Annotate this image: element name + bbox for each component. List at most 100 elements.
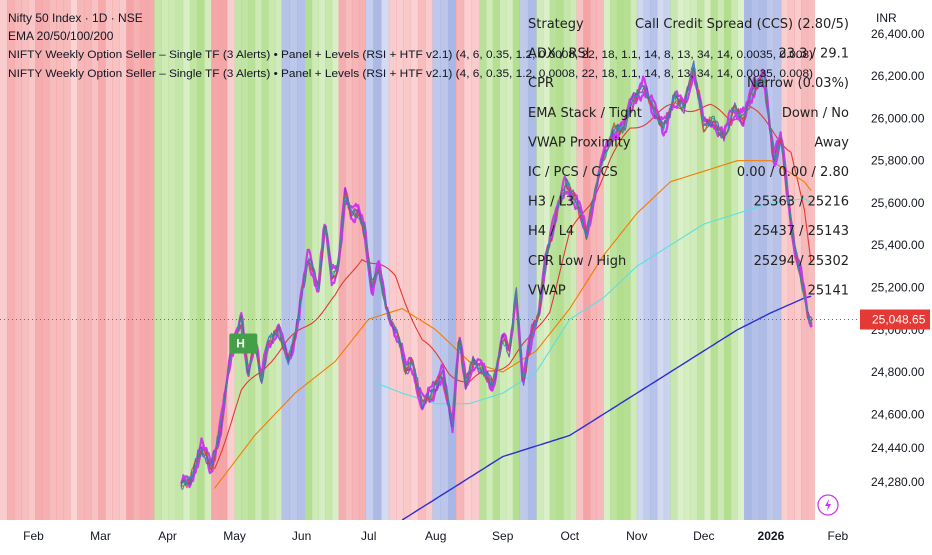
- regime-stripe-bullish: [730, 0, 738, 520]
- x-tick-label: Mar: [90, 529, 111, 543]
- regime-stripe-bearish: [410, 0, 419, 520]
- regime-stripe-bullish: [499, 0, 507, 520]
- regime-stripe-bullish: [204, 0, 212, 520]
- regime-stripe-bearish: [455, 0, 465, 520]
- regime-stripe-bullish: [506, 0, 514, 520]
- lightning-bolt-icon: [825, 499, 831, 511]
- regime-stripe-bullish: [710, 0, 718, 520]
- regime-stripe-bearish: [140, 0, 148, 520]
- panel-value-7: 25363 / 25216: [754, 195, 849, 210]
- indicator-legend-1[interactable]: NIFTY Weekly Option Seller – Single TF (…: [8, 49, 813, 61]
- regime-stripe-bullish: [189, 0, 198, 520]
- x-tick-label: Jul: [361, 529, 376, 543]
- regime-stripe-bearish: [807, 0, 816, 520]
- regime-stripe-neutral: [744, 0, 753, 520]
- ema-legend[interactable]: EMA 20/50/100/200: [8, 29, 114, 43]
- regime-stripe-bearish: [112, 0, 120, 520]
- regime-stripe-bearish: [0, 0, 8, 520]
- y-tick-label: 25,200.00: [871, 281, 925, 295]
- regime-stripe-neutral: [440, 0, 449, 520]
- x-tick-label: Jun: [292, 529, 311, 543]
- regime-stripe-neutral: [289, 0, 298, 520]
- regime-stripe-bullish: [274, 0, 283, 520]
- regime-stripe-bullish: [549, 0, 557, 520]
- regime-stripe-bullish: [703, 0, 712, 520]
- signal-badge[interactable]: [229, 333, 258, 354]
- regime-stripe-bearish: [463, 0, 473, 520]
- regime-stripe-neutral: [773, 0, 782, 520]
- panel-label-9: CPR Low / High: [528, 254, 626, 269]
- y-tick-label: 24,280.00: [871, 475, 925, 489]
- regime-stripe-bearish: [583, 0, 591, 520]
- regime-stripe-bearish: [133, 0, 141, 520]
- regime-stripe-neutral: [527, 0, 537, 520]
- regime-stripe-bullish: [175, 0, 184, 520]
- panel-label-7: H3 / L3: [528, 195, 574, 210]
- regime-stripe-bullish: [311, 0, 319, 520]
- symbol-title[interactable]: Nifty 50 Index · 1D · NSE: [8, 11, 143, 25]
- signal-badge-label: H: [236, 337, 245, 351]
- price-line-6: [180, 61, 813, 491]
- regime-stripe-bullish: [616, 0, 624, 520]
- price-axis[interactable]: [858, 0, 932, 550]
- y-tick-label: 26,400.00: [871, 27, 925, 41]
- regime-stripe-bullish: [683, 0, 692, 520]
- time-axis[interactable]: [0, 520, 858, 550]
- regime-stripe-bullish: [569, 0, 578, 520]
- panel-value-4: Down / No: [782, 106, 849, 121]
- regime-stripe-bullish: [630, 0, 638, 520]
- regime-stripe-bearish: [396, 0, 404, 520]
- regime-stripe-bearish: [417, 0, 426, 520]
- panel-value-2: 23.3 / 29.1: [778, 47, 849, 62]
- regime-stripe-bearish: [351, 0, 360, 520]
- indicator-legend-2[interactable]: NIFTY Weekly Option Seller – Single TF (…: [8, 68, 813, 80]
- regime-stripe-neutral: [656, 0, 665, 520]
- regime-stripe-bearish: [589, 0, 598, 520]
- panel-value-10: 25141: [808, 283, 849, 298]
- x-tick-label: Feb: [23, 529, 44, 543]
- y-tick-label: 24,800.00: [871, 365, 925, 379]
- panel-value-5: Away: [814, 135, 849, 150]
- panel-label-10: VWAP: [528, 283, 566, 298]
- regime-stripe-bearish: [98, 0, 106, 520]
- regime-stripe-bearish: [28, 0, 36, 520]
- regime-stripe-bullish: [723, 0, 732, 520]
- regime-stripe-bullish: [603, 0, 611, 520]
- panel-label-1: Strategy: [528, 17, 584, 32]
- regime-stripe-bearish: [211, 0, 220, 520]
- regime-stripe-bullish: [331, 0, 340, 520]
- x-tick-label: Sep: [492, 529, 514, 543]
- regime-stripe-bearish: [84, 0, 92, 520]
- regime-stripe-bearish: [70, 0, 78, 520]
- regime-stripe-bullish: [563, 0, 571, 520]
- y-tick-label: 26,000.00: [871, 111, 925, 125]
- panel-label-2: ADX / RSI: [528, 47, 590, 62]
- x-tick-label: Apr: [158, 529, 177, 543]
- regime-stripe-bearish: [63, 0, 71, 520]
- regime-stripe-neutral: [519, 0, 529, 520]
- regime-stripe-bullish: [161, 0, 170, 520]
- regime-stripe-neutral: [281, 0, 290, 520]
- regime-stripe-neutral: [751, 0, 760, 520]
- regime-stripe-bearish: [425, 0, 433, 520]
- regime-stripe-bullish: [609, 0, 618, 520]
- regime-stripe-bearish: [576, 0, 584, 520]
- regime-stripe-neutral: [663, 0, 671, 520]
- regime-stripe-bullish: [261, 0, 269, 520]
- x-tick-label: Aug: [425, 529, 446, 543]
- regime-stripe-bearish: [42, 0, 50, 520]
- regime-stripe-bearish: [91, 0, 99, 520]
- regime-stripe-neutral: [373, 0, 382, 520]
- regime-stripe-bullish: [690, 0, 698, 520]
- regime-stripe-bearish: [77, 0, 85, 520]
- regime-stripe-bearish: [49, 0, 57, 520]
- panel-label-4: EMA Stack / Tight: [528, 106, 642, 121]
- panel-value-1: Call Credit Spread (CCS) (2.80/5): [635, 17, 849, 32]
- regime-stripe-bearish: [471, 0, 480, 520]
- panel-label-5: VWAP Proximity: [528, 135, 631, 150]
- regime-stripe-bullish: [254, 0, 263, 520]
- regime-stripe-bearish: [147, 0, 155, 520]
- regime-stripe-bearish: [338, 0, 346, 520]
